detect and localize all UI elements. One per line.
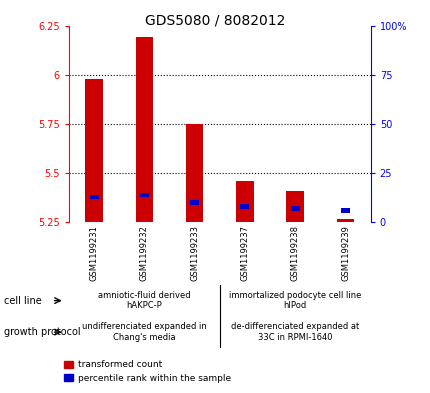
Bar bbox=[236, 181, 253, 222]
Text: GSM1199231: GSM1199231 bbox=[89, 225, 98, 281]
Text: GSM1199237: GSM1199237 bbox=[240, 225, 249, 281]
Text: GDS5080 / 8082012: GDS5080 / 8082012 bbox=[145, 14, 285, 28]
Text: cell line: cell line bbox=[4, 296, 42, 306]
Bar bbox=[190, 200, 199, 206]
Bar bbox=[290, 206, 299, 211]
Bar bbox=[85, 79, 103, 222]
Text: immortalized podocyte cell line
hIPod: immortalized podocyte cell line hIPod bbox=[228, 291, 361, 310]
Text: undifferenciated expanded in
Chang's media: undifferenciated expanded in Chang's med… bbox=[82, 322, 206, 342]
Bar bbox=[140, 193, 149, 197]
Text: growth protocol: growth protocol bbox=[4, 327, 81, 337]
Text: GSM1199239: GSM1199239 bbox=[340, 225, 349, 281]
Legend: transformed count, percentile rank within the sample: transformed count, percentile rank withi… bbox=[60, 357, 234, 387]
Bar bbox=[185, 124, 203, 222]
Text: GSM1199238: GSM1199238 bbox=[290, 225, 299, 281]
Bar bbox=[240, 204, 249, 209]
Bar bbox=[336, 219, 353, 222]
Text: GSM1199233: GSM1199233 bbox=[190, 225, 199, 281]
Text: de-differenciated expanded at
33C in RPMI-1640: de-differenciated expanded at 33C in RPM… bbox=[230, 322, 359, 342]
Text: amniotic-fluid derived
hAKPC-P: amniotic-fluid derived hAKPC-P bbox=[98, 291, 190, 310]
Bar bbox=[340, 208, 349, 213]
Bar bbox=[89, 195, 98, 200]
Bar bbox=[135, 37, 153, 222]
Text: GSM1199232: GSM1199232 bbox=[140, 225, 148, 281]
Bar bbox=[286, 191, 303, 222]
